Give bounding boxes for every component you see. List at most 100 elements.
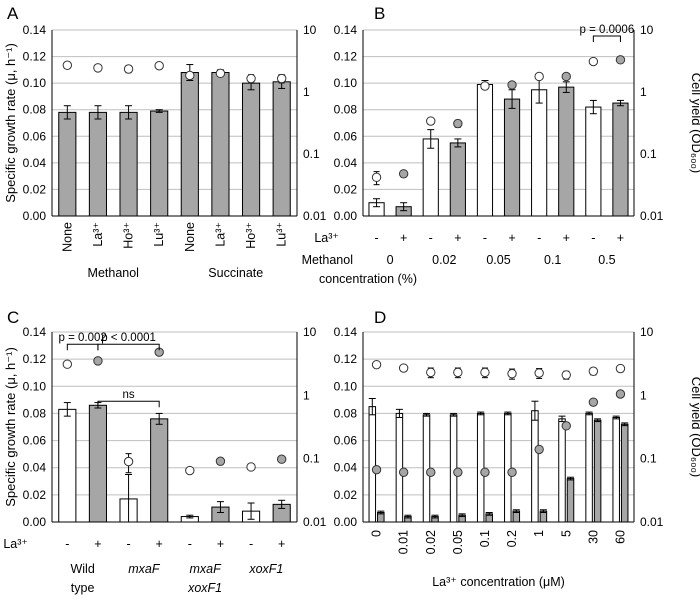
yield-marker: [93, 356, 103, 366]
x-axis-label: La³⁺ concentration (μM): [432, 575, 565, 589]
yield-marker: [615, 55, 626, 65]
x-tick-label: Ho³⁺: [244, 222, 258, 249]
y-tick-label: 0.00: [334, 209, 358, 223]
la-sign-label: +: [617, 231, 624, 245]
y-tick-label: 0.08: [334, 406, 358, 420]
y-tick-label: 0.02: [23, 182, 47, 196]
y2-tick-label: 1: [640, 388, 647, 402]
bar: [368, 406, 377, 523]
concentration-label: 0.1: [544, 253, 561, 267]
yield-marker: [398, 467, 409, 477]
y-tick-label: 0.14: [334, 23, 358, 37]
la-sign-label: +: [278, 537, 285, 551]
panel-letter: C: [7, 308, 19, 327]
bar: [395, 412, 404, 523]
la-sign-label: +: [508, 231, 515, 245]
y-tick-label: 0.10: [334, 379, 358, 393]
y-tick-label: 0.08: [23, 103, 47, 117]
la-sign-label: -: [591, 231, 595, 245]
la-sign-label: +: [217, 537, 224, 551]
y-tick-label: 0.10: [23, 379, 47, 393]
bar: [449, 142, 466, 217]
y2-tick-label: 0.01: [303, 209, 327, 223]
yield-marker: [561, 370, 571, 380]
yield-marker: [123, 64, 134, 74]
bar: [531, 410, 539, 523]
y2-tick-label: 0.1: [640, 452, 657, 466]
concentration-label: 0.02: [432, 253, 456, 267]
y-tick-label: 0.10: [334, 76, 358, 90]
strain-label: mxaF: [190, 562, 223, 576]
yield-marker: [507, 80, 517, 90]
y-tick-label: 0.00: [23, 515, 47, 529]
group-label: Succinate: [208, 266, 263, 280]
y-tick-label: 0.14: [23, 325, 47, 339]
yield-marker: [615, 389, 626, 399]
concentration-unit-label: concentration (%): [319, 272, 417, 286]
panel-letter: A: [7, 4, 19, 23]
strain-label: xoxF1: [248, 562, 283, 576]
panel-letter: B: [374, 4, 385, 23]
y2-tick-label: 0.1: [303, 452, 320, 466]
yield-marker: [62, 359, 73, 369]
y-tick-label: 0.14: [334, 325, 358, 339]
y-tick-label: 0.04: [334, 461, 358, 475]
y2-tick-label: 0.01: [303, 515, 327, 529]
y-tick-label: 0.12: [23, 352, 47, 366]
x-tick-label: 0.2: [505, 530, 519, 547]
x-tick-label: 0: [370, 530, 384, 537]
bar: [585, 106, 602, 217]
y-tick-label: 0.02: [23, 488, 47, 502]
la-sign-label: -: [429, 231, 433, 245]
yield-marker: [371, 172, 382, 183]
x-tick-label: Ho³⁺: [122, 222, 136, 249]
yield-marker: [398, 363, 409, 373]
y-tick-label: 0.06: [334, 434, 358, 448]
yield-marker: [480, 81, 490, 91]
yield-marker: [398, 169, 409, 179]
bar: [558, 418, 566, 523]
bar: [88, 111, 108, 217]
significance-bracket: [592, 35, 621, 42]
la-row-label: La³⁺: [3, 537, 28, 551]
la-row-label: La³⁺: [314, 231, 339, 245]
yield-marker: [453, 467, 463, 477]
bar: [476, 83, 494, 217]
strain-label: Wild: [70, 562, 94, 576]
bar: [272, 81, 291, 217]
la-sign-label: -: [188, 537, 192, 551]
yield-marker: [534, 368, 544, 378]
y-tick-label: 0.08: [334, 103, 358, 117]
y2-tick-label: 0.1: [303, 147, 320, 161]
la-sign-label: -: [249, 537, 253, 551]
la-sign-label: -: [126, 537, 130, 551]
x-tick-label: Lu³⁺: [275, 222, 289, 247]
y-tick-label: 0.12: [23, 50, 47, 64]
x-tick-label: La³⁺: [213, 222, 227, 247]
significance-label: p = 0.002: [58, 332, 106, 344]
panel-letter: D: [374, 308, 386, 327]
bar: [180, 72, 199, 217]
yield-marker: [507, 368, 517, 379]
bar: [241, 82, 261, 217]
y-tick-label: 0.06: [23, 434, 47, 448]
yield-marker: [185, 465, 195, 476]
yield-marker: [246, 73, 256, 84]
yield-marker: [62, 60, 73, 70]
yield-marker: [453, 367, 463, 378]
la-sign-label: -: [374, 231, 378, 245]
x-tick-label: La³⁺: [91, 222, 105, 247]
bar: [593, 419, 602, 523]
yield-marker: [215, 68, 226, 79]
significance-label: ns: [122, 389, 134, 401]
yield-marker: [154, 61, 164, 71]
yield-marker: [276, 73, 287, 84]
yield-marker: [507, 467, 517, 477]
yield-marker: [123, 456, 134, 467]
y-tick-label: 0.12: [334, 352, 358, 366]
yield-marker: [588, 397, 599, 407]
y-tick-label: 0.02: [334, 488, 358, 502]
x-tick-label: None: [60, 222, 74, 252]
y2-tick-label: 0.01: [640, 515, 664, 529]
